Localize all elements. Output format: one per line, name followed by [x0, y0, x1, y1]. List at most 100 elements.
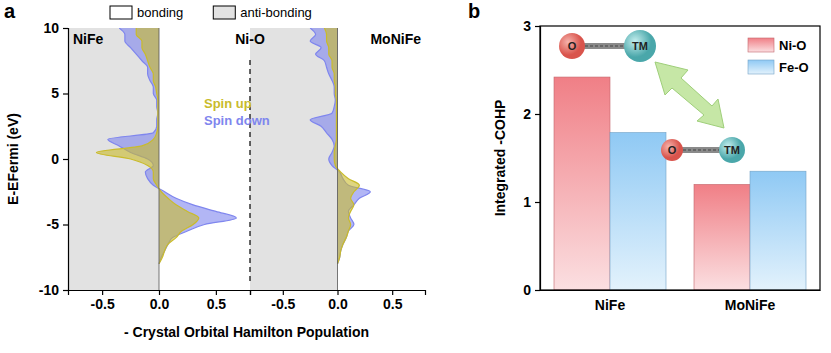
zero-line [159, 28, 160, 290]
axis-line [535, 27, 541, 291]
tick-label: -10 [39, 282, 59, 298]
tick: 0.5 [383, 290, 403, 312]
legend-swatch [748, 38, 774, 52]
tick-label: -0.5 [271, 296, 295, 312]
cohp-line [96, 28, 198, 264]
legend-swatch [748, 60, 774, 74]
tick-mark [63, 224, 68, 225]
legend-label: Spin up [204, 96, 252, 111]
legend-label: anti-bonding [240, 5, 312, 20]
tick-label: 3 [523, 18, 531, 34]
axis-title: Integrated -COHP [492, 100, 508, 217]
x-axis: NiFe MoNiFe [541, 290, 821, 313]
tick-label: -0.5 [91, 296, 115, 312]
atom-label: O [568, 40, 577, 52]
atom [719, 137, 745, 163]
legend-label: Ni-O [779, 38, 806, 53]
axis-title: E-EFermi (eV) [5, 113, 21, 205]
legend-swatch [110, 6, 132, 19]
tick-label: 0 [51, 151, 59, 167]
tick-mark [102, 290, 103, 295]
cohp-chart: -0.50.00.5NiFe-0.50.00.5MoNiFe-10-50510N… [5, 5, 426, 340]
tick-mark [216, 290, 217, 295]
tick: 0.0 [150, 290, 170, 312]
anti-bonding-region [250, 28, 338, 290]
tick-mark [535, 26, 540, 27]
panel-label: a [4, 0, 16, 22]
tick-label: 5 [51, 85, 59, 101]
tick: 0.5 [207, 290, 227, 312]
bars [554, 77, 806, 290]
panel-label: b [468, 0, 480, 22]
bar-chart: 0123NiFeMoNiFeIntegrated -COHPNi-OFe-OOT… [492, 18, 821, 313]
tick-label: -5 [47, 216, 60, 232]
atom [624, 30, 656, 62]
tick: 0.0 [328, 290, 348, 312]
cohp-line [310, 28, 370, 264]
bond-icon: OTM [661, 137, 745, 163]
atom-label: TM [724, 144, 740, 156]
axis-line [251, 291, 426, 296]
legend-swatch [213, 6, 235, 19]
bar [750, 171, 806, 290]
tick-label: 10 [43, 20, 59, 36]
tick-mark [63, 28, 68, 29]
cohp-area [96, 28, 198, 264]
bonding-region [338, 28, 426, 290]
cohp-axis: -0.5 0.0 0.5 [251, 290, 426, 312]
tick-label: MoNiFe [725, 297, 776, 313]
legend-label: Spin down [204, 113, 270, 128]
cohp-marks [96, 28, 236, 264]
tick: -0.5 [271, 290, 295, 312]
axis-title: - Crystal Orbital Hamilton Population [124, 324, 369, 340]
tick: 2 [523, 106, 540, 122]
tick: 1 [523, 194, 540, 210]
bar [554, 77, 610, 290]
tick-label: 0.0 [328, 296, 348, 312]
y-axis: 0 1 2 3 [523, 18, 540, 298]
annotation: Ni-O [235, 31, 265, 47]
panel-title: NiFe [73, 31, 104, 47]
tick-label: 0 [523, 282, 531, 298]
cohp-area [310, 28, 370, 264]
tick: 3 [523, 18, 540, 34]
legend-label: bonding [137, 5, 183, 20]
tick-label: 1 [523, 194, 531, 210]
bar [694, 184, 750, 290]
tick: 10 [43, 20, 68, 36]
tick-label: 0.0 [150, 296, 170, 312]
arrow [655, 62, 724, 128]
tick-mark [159, 290, 160, 295]
axis-line [63, 29, 69, 291]
bond-zigzag [585, 46, 624, 47]
tick-label: 2 [523, 106, 531, 122]
tick: 5 [51, 85, 68, 101]
bonding-region [159, 28, 250, 290]
tick: NiFe [595, 290, 626, 313]
atom-label: TM [632, 40, 648, 52]
atom [661, 139, 683, 161]
tick-mark [535, 202, 540, 203]
tick-mark [63, 159, 68, 160]
legend-label: Fe-O [779, 60, 809, 75]
zero-line [337, 28, 338, 290]
axis-line [69, 291, 251, 296]
bond-zigzag [683, 150, 719, 151]
cohp-area [324, 28, 359, 264]
tick-mark [63, 290, 68, 291]
bar [610, 132, 666, 290]
atom [559, 33, 585, 59]
cohp-axis: -0.5 0.0 0.5 [69, 290, 251, 312]
tick-mark [283, 290, 284, 295]
tick-label: NiFe [595, 297, 626, 313]
tick-mark [63, 93, 68, 94]
tick-label: 0.5 [383, 296, 403, 312]
energy-axis: -10 -5 0 5 10 [39, 20, 69, 298]
bond-icon: O TM [559, 30, 656, 62]
tick-mark [337, 290, 338, 295]
cohp-marks [310, 28, 370, 264]
plot-frame [540, 26, 820, 290]
tick: MoNiFe [725, 290, 776, 313]
tick-mark [392, 290, 393, 295]
axis-line [541, 290, 821, 291]
